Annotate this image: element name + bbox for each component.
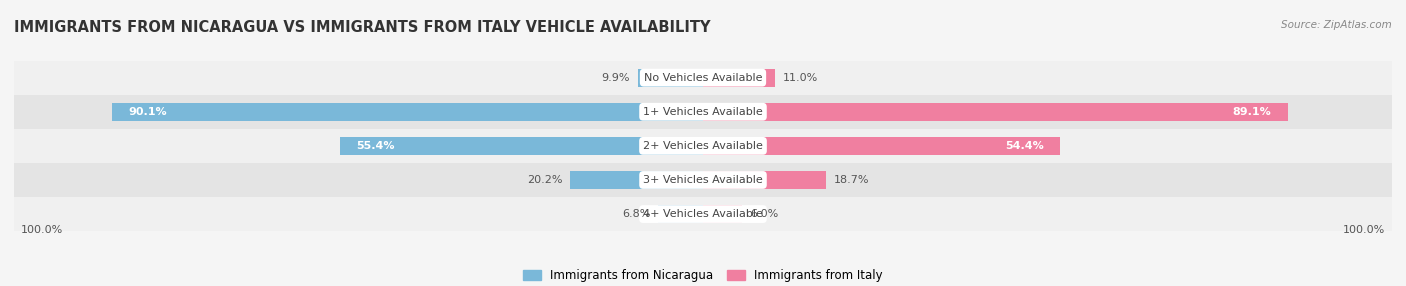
Bar — [14, 95, 1392, 129]
Bar — [14, 197, 1392, 231]
Bar — [703, 69, 775, 87]
Bar — [703, 205, 742, 223]
Text: IMMIGRANTS FROM NICARAGUA VS IMMIGRANTS FROM ITALY VEHICLE AVAILABILITY: IMMIGRANTS FROM NICARAGUA VS IMMIGRANTS … — [14, 20, 710, 35]
Text: 3+ Vehicles Available: 3+ Vehicles Available — [643, 175, 763, 185]
Text: No Vehicles Available: No Vehicles Available — [644, 73, 762, 83]
Bar — [571, 171, 703, 189]
Legend: Immigrants from Nicaragua, Immigrants from Italy: Immigrants from Nicaragua, Immigrants fr… — [523, 269, 883, 282]
Text: 6.0%: 6.0% — [751, 209, 779, 219]
Bar — [112, 103, 703, 121]
Text: 100.0%: 100.0% — [21, 225, 63, 235]
Bar — [339, 137, 703, 155]
Bar — [14, 129, 1392, 163]
Bar — [658, 205, 703, 223]
Bar — [703, 137, 1060, 155]
Text: 4+ Vehicles Available: 4+ Vehicles Available — [643, 209, 763, 219]
Text: 2+ Vehicles Available: 2+ Vehicles Available — [643, 141, 763, 151]
Bar — [14, 61, 1392, 95]
Text: 20.2%: 20.2% — [527, 175, 562, 185]
Text: Source: ZipAtlas.com: Source: ZipAtlas.com — [1281, 20, 1392, 30]
Bar — [14, 163, 1392, 197]
Bar — [638, 69, 703, 87]
Text: 100.0%: 100.0% — [1343, 225, 1385, 235]
Bar — [703, 171, 825, 189]
Text: 90.1%: 90.1% — [128, 107, 167, 117]
Bar — [703, 103, 1288, 121]
Text: 6.8%: 6.8% — [621, 209, 651, 219]
Text: 89.1%: 89.1% — [1233, 107, 1271, 117]
Text: 11.0%: 11.0% — [783, 73, 818, 83]
Text: 54.4%: 54.4% — [1005, 141, 1043, 151]
Text: 55.4%: 55.4% — [356, 141, 395, 151]
Text: 1+ Vehicles Available: 1+ Vehicles Available — [643, 107, 763, 117]
Text: 18.7%: 18.7% — [834, 175, 869, 185]
Text: 9.9%: 9.9% — [602, 73, 630, 83]
